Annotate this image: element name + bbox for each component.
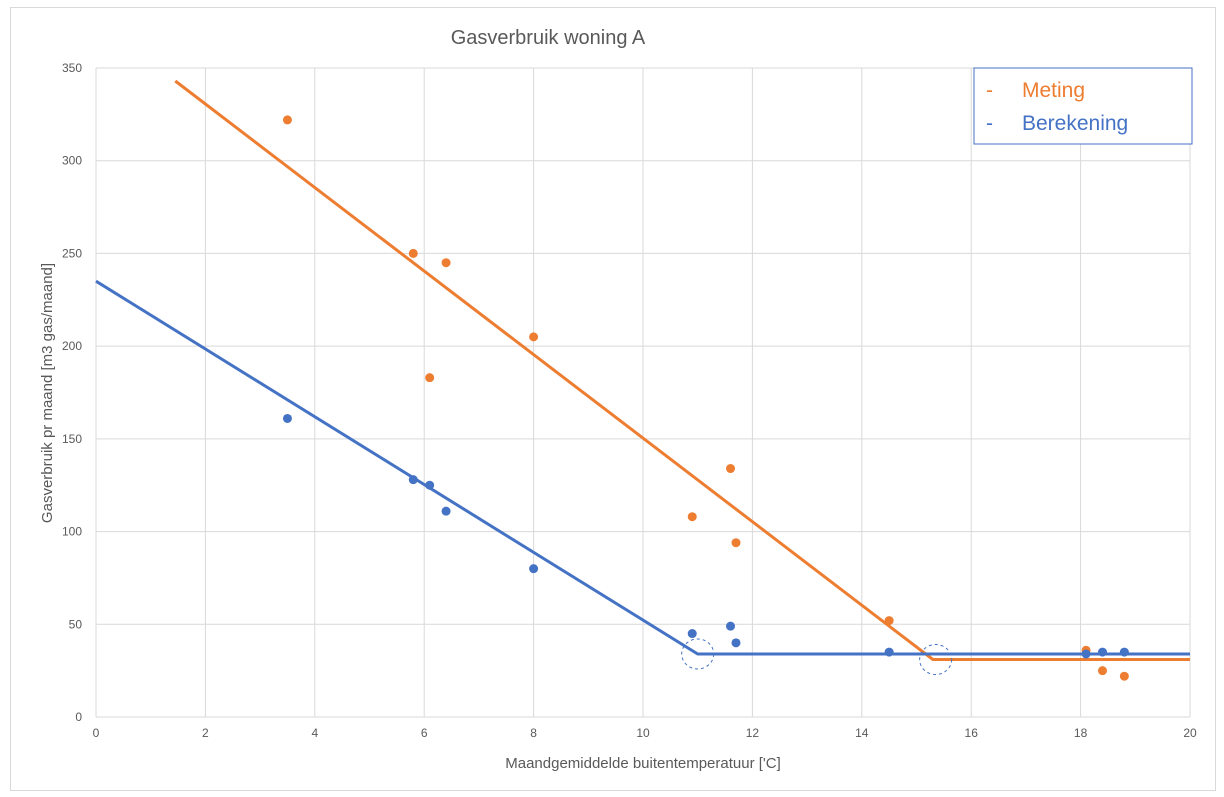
point-meting: [731, 538, 741, 548]
legend-marker-meting: -: [986, 79, 993, 102]
legend: - Meting - Berekening: [973, 67, 1193, 145]
x-tick-label: 8: [530, 726, 537, 740]
data-points: [282, 115, 1129, 681]
point-berekening: [529, 564, 539, 574]
point-meting: [529, 332, 539, 342]
legend-label-berekening: Berekening: [1022, 112, 1128, 135]
point-berekening: [408, 475, 418, 485]
point-berekening: [282, 413, 292, 423]
point-berekening: [1119, 647, 1129, 657]
point-berekening: [1097, 647, 1107, 657]
point-meting: [884, 616, 894, 626]
point-berekening: [726, 621, 736, 631]
point-meting: [441, 258, 451, 268]
x-tick-label: 20: [1183, 726, 1197, 740]
point-berekening: [731, 638, 741, 648]
point-meting: [408, 248, 418, 258]
point-berekening: [425, 480, 435, 490]
trend-line-meting: [174, 79, 1190, 661]
legend-marker-berekening: -: [986, 112, 993, 135]
point-meting: [1097, 666, 1107, 676]
point-meting: [726, 464, 736, 474]
legend-box: [973, 67, 1193, 145]
x-tick-label: 10: [636, 726, 650, 740]
x-tick-label: 12: [746, 726, 760, 740]
y-tick-label: 300: [62, 154, 82, 168]
y-tick-label: 150: [62, 432, 82, 446]
point-berekening: [441, 506, 451, 516]
x-tick-label: 18: [1074, 726, 1088, 740]
point-berekening: [1081, 649, 1091, 659]
point-meting: [282, 115, 292, 125]
y-tick-label: 250: [62, 246, 82, 260]
y-tick-label: 0: [75, 710, 82, 724]
y-tick-label: 100: [62, 525, 82, 539]
x-tick-label: 6: [421, 726, 428, 740]
point-meting: [687, 512, 697, 522]
y-tick-label: 200: [62, 339, 82, 353]
point-meting: [1119, 671, 1129, 681]
x-axis-title: Maandgemiddelde buitentemperatuur ['C]: [505, 755, 781, 772]
dashed-circle-annotation: [681, 638, 715, 670]
x-tick-label: 14: [855, 726, 869, 740]
legend-label-meting: Meting: [1022, 79, 1085, 102]
x-tick-label: 4: [311, 726, 318, 740]
annotations: [681, 638, 953, 676]
x-tick-label: 16: [965, 726, 979, 740]
point-berekening: [884, 647, 894, 657]
y-tick-label: 350: [62, 61, 82, 75]
trend-lines: [95, 79, 1190, 661]
point-berekening: [687, 629, 697, 639]
point-meting: [425, 373, 435, 383]
dashed-circle-annotation: [919, 644, 953, 676]
x-tick-label: 2: [202, 726, 209, 740]
grid-lines: [95, 67, 1191, 718]
trend-line-berekening: [95, 279, 1190, 656]
x-tick-label: 0: [93, 726, 100, 740]
chart-title: Gasverbruik woning A: [451, 27, 646, 49]
y-axis-title: Gasverbruik pr maand [m3 gas/maand]: [39, 263, 56, 523]
y-tick-label: 50: [69, 617, 83, 631]
